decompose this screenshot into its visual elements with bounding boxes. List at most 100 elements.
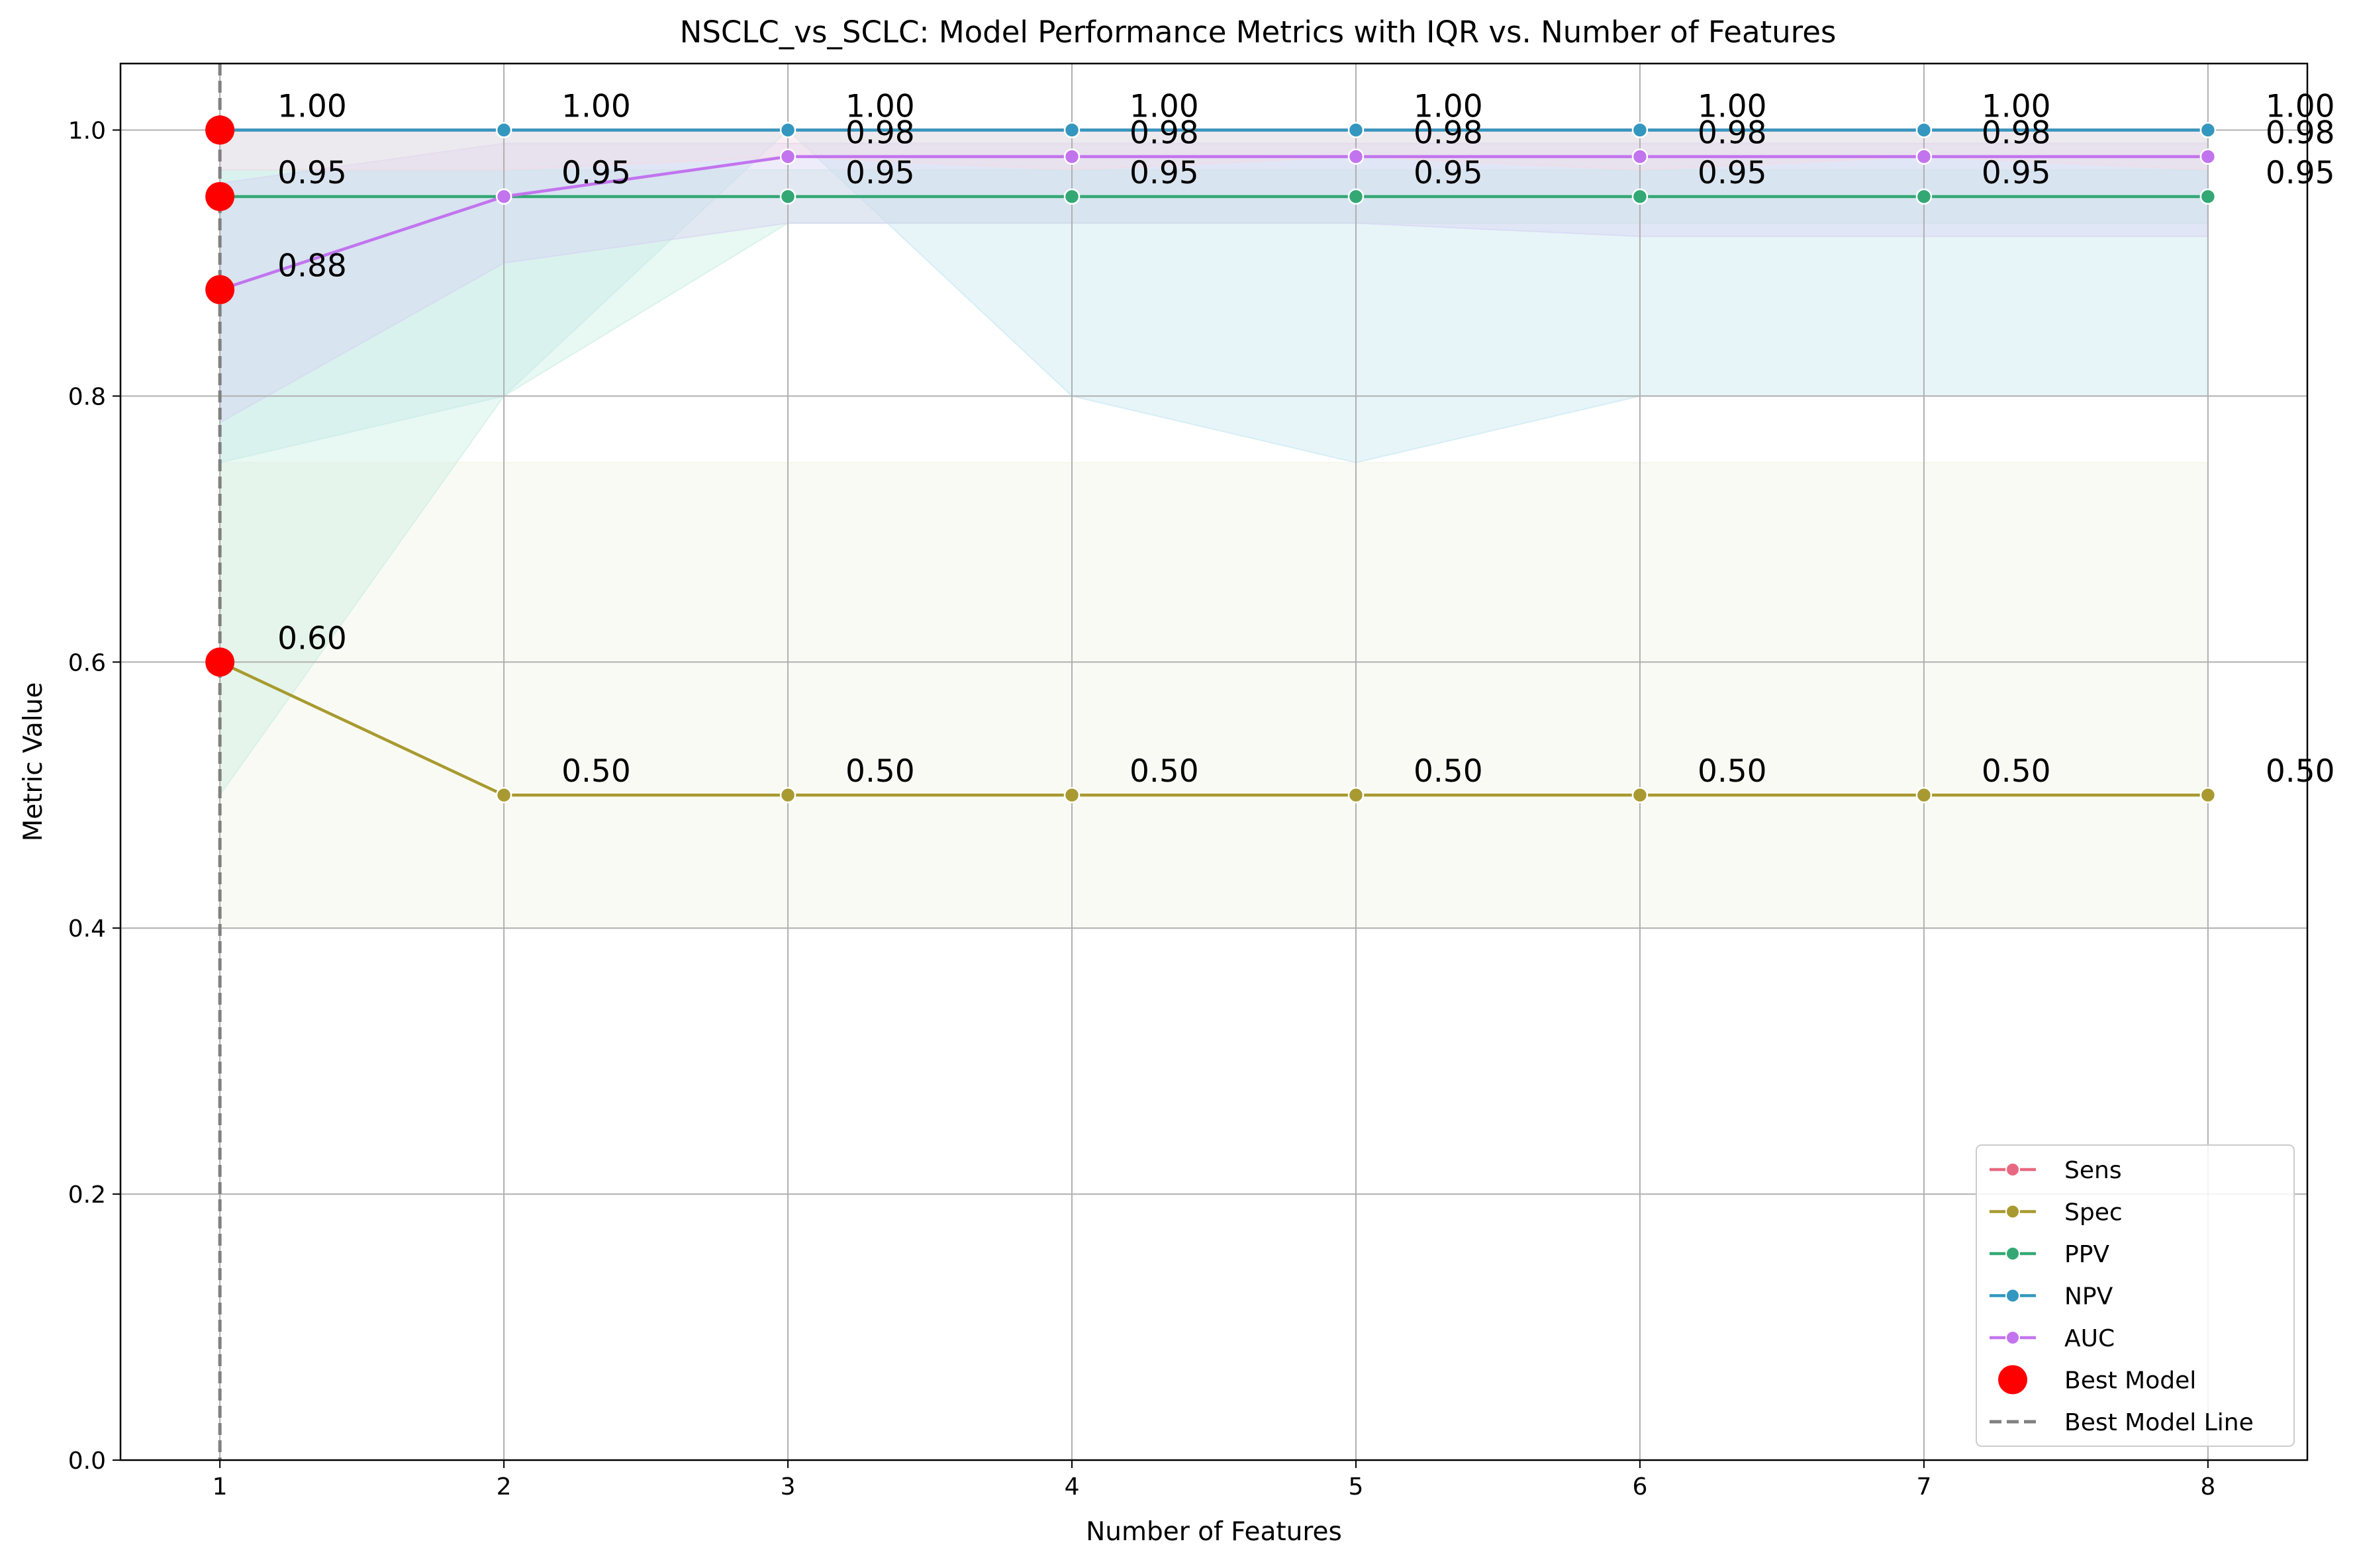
data-label-auc: 0.98 (1698, 115, 1767, 152)
x-tick-label: 7 (1916, 1473, 1931, 1500)
point-ppv (1631, 188, 1649, 205)
point-auc (1347, 148, 1365, 165)
data-label-auc: 0.98 (1130, 115, 1199, 152)
data-label-npv: 1.00 (1414, 88, 1483, 124)
point-spec (1915, 786, 1933, 804)
best-model-point (205, 115, 235, 145)
best-model-point (205, 647, 235, 677)
data-label-ppv: 0.95 (561, 155, 631, 191)
point-auc (1915, 148, 1933, 165)
x-tick-label: 1 (213, 1473, 228, 1500)
chart-title: NSCLC_vs_SCLC: Model Performance Metrics… (680, 15, 1837, 50)
point-ppv (1915, 188, 1933, 205)
data-label-auc: 0.98 (2266, 115, 2335, 152)
data-label-spec: 0.50 (1130, 753, 1199, 790)
x-axis-title: Number of Features (1086, 1517, 1342, 1547)
data-label-npv: 1.00 (277, 88, 347, 124)
x-tick-label: 8 (2200, 1473, 2215, 1500)
legend-marker-spec (2005, 1204, 2020, 1219)
best-model-point (205, 181, 235, 211)
data-label-ppv: 0.95 (1698, 155, 1767, 191)
y-tick-label: 1.0 (68, 117, 106, 144)
data-label-spec: 0.50 (1698, 753, 1767, 790)
data-label-npv: 1.00 (1982, 88, 2051, 124)
legend-marker-auc (2005, 1330, 2020, 1345)
y-tick-label: 0.2 (68, 1181, 106, 1209)
point-spec (779, 786, 796, 804)
y-tick-label: 0.0 (68, 1448, 106, 1475)
point-auc (779, 148, 796, 165)
best-model-group (205, 64, 235, 1460)
data-labels: 1.00 1.00 1.00 1.00 1.00 1.00 1.00 1.00 0.88 0.95… (277, 88, 2334, 790)
y-tick-label: 0.8 (68, 383, 106, 410)
data-label-ppv: 0.95 (1982, 155, 2051, 191)
y-axis-title: Metric Value (19, 682, 48, 842)
data-label-ppv: 0.95 (845, 155, 915, 191)
data-label-spec: 0.50 (561, 753, 631, 790)
legend-label-npv: NPV (2064, 1283, 2113, 1311)
data-label-auc: 0.95 (561, 155, 631, 191)
legend-box (1976, 1144, 2295, 1447)
data-label-auc: 0.88 (277, 248, 347, 285)
data-label-ppv: 0.95 (1130, 155, 1199, 191)
legend-label-spec: Spec (2064, 1199, 2123, 1226)
axis-ticks: 1 2 3 4 5 6 7 8 0.0 0.2 0.4 0.6 0.8 1.0 (68, 117, 2216, 1500)
point-npv (779, 122, 796, 138)
legend-label-ppv: PPV (2064, 1241, 2109, 1268)
point-ppv (2199, 188, 2217, 205)
x-tick-label: 4 (1065, 1473, 1080, 1500)
data-label-auc: 0.98 (845, 115, 915, 152)
point-spec (495, 786, 512, 804)
legend: Sens Spec PPV NPV AUC Best Model Best Model Li… (1976, 1144, 2295, 1447)
data-label-ppv: 0.95 (1414, 155, 1483, 191)
point-npv (1063, 122, 1081, 138)
legend-label-auc: AUC (2064, 1325, 2115, 1352)
point-spec (1347, 786, 1365, 804)
legend-marker-ppv (2005, 1246, 2020, 1261)
data-label-spec: 0.50 (2266, 753, 2335, 790)
data-label-npv: 1.00 (561, 88, 631, 124)
point-ppv (779, 188, 796, 205)
legend-marker-best-model (1998, 1365, 2027, 1395)
legend-marker-sens (2005, 1162, 2020, 1177)
point-npv (1915, 122, 1933, 138)
legend-label-sens: Sens (2064, 1157, 2122, 1184)
legend-label-best-model-line: Best Model Line (2064, 1409, 2254, 1436)
data-label-npv: 1.00 (1130, 88, 1199, 124)
iqr-band-spec (219, 461, 2209, 929)
point-npv (1347, 122, 1365, 138)
point-npv (1631, 122, 1649, 138)
point-auc (1063, 148, 1081, 165)
data-label-spec: 0.50 (845, 753, 915, 790)
series-line-auc (219, 155, 2208, 291)
point-npv (2199, 122, 2217, 138)
data-label-auc: 0.98 (1414, 115, 1483, 152)
data-label-ppv: 0.95 (2266, 155, 2335, 191)
x-tick-label: 5 (1349, 1473, 1364, 1500)
x-tick-label: 2 (497, 1473, 512, 1500)
point-spec (2199, 786, 2217, 804)
point-npv (495, 122, 512, 138)
data-label-spec: 0.60 (277, 620, 347, 657)
point-ppv (1063, 188, 1081, 205)
data-label-spec: 0.50 (1982, 753, 2051, 790)
iqr-bands (219, 129, 2209, 929)
point-auc (2199, 148, 2217, 165)
y-tick-label: 0.4 (68, 915, 106, 943)
data-label-npv: 1.00 (845, 88, 915, 124)
y-tick-label: 0.6 (68, 649, 106, 676)
data-label-npv: 1.00 (2266, 88, 2335, 124)
data-label-npv: 1.00 (1698, 88, 1767, 124)
best-model-point (205, 275, 235, 304)
data-label-ppv: 0.95 (277, 155, 347, 191)
point-spec (1063, 786, 1081, 804)
point-auc (495, 188, 512, 205)
point-spec (1631, 786, 1649, 804)
plot-frame (119, 62, 2309, 1461)
x-tick-label: 3 (781, 1473, 796, 1500)
point-auc (1631, 148, 1649, 165)
series-line-spec (219, 661, 2208, 797)
legend-label-best-model: Best Model (2064, 1367, 2196, 1395)
